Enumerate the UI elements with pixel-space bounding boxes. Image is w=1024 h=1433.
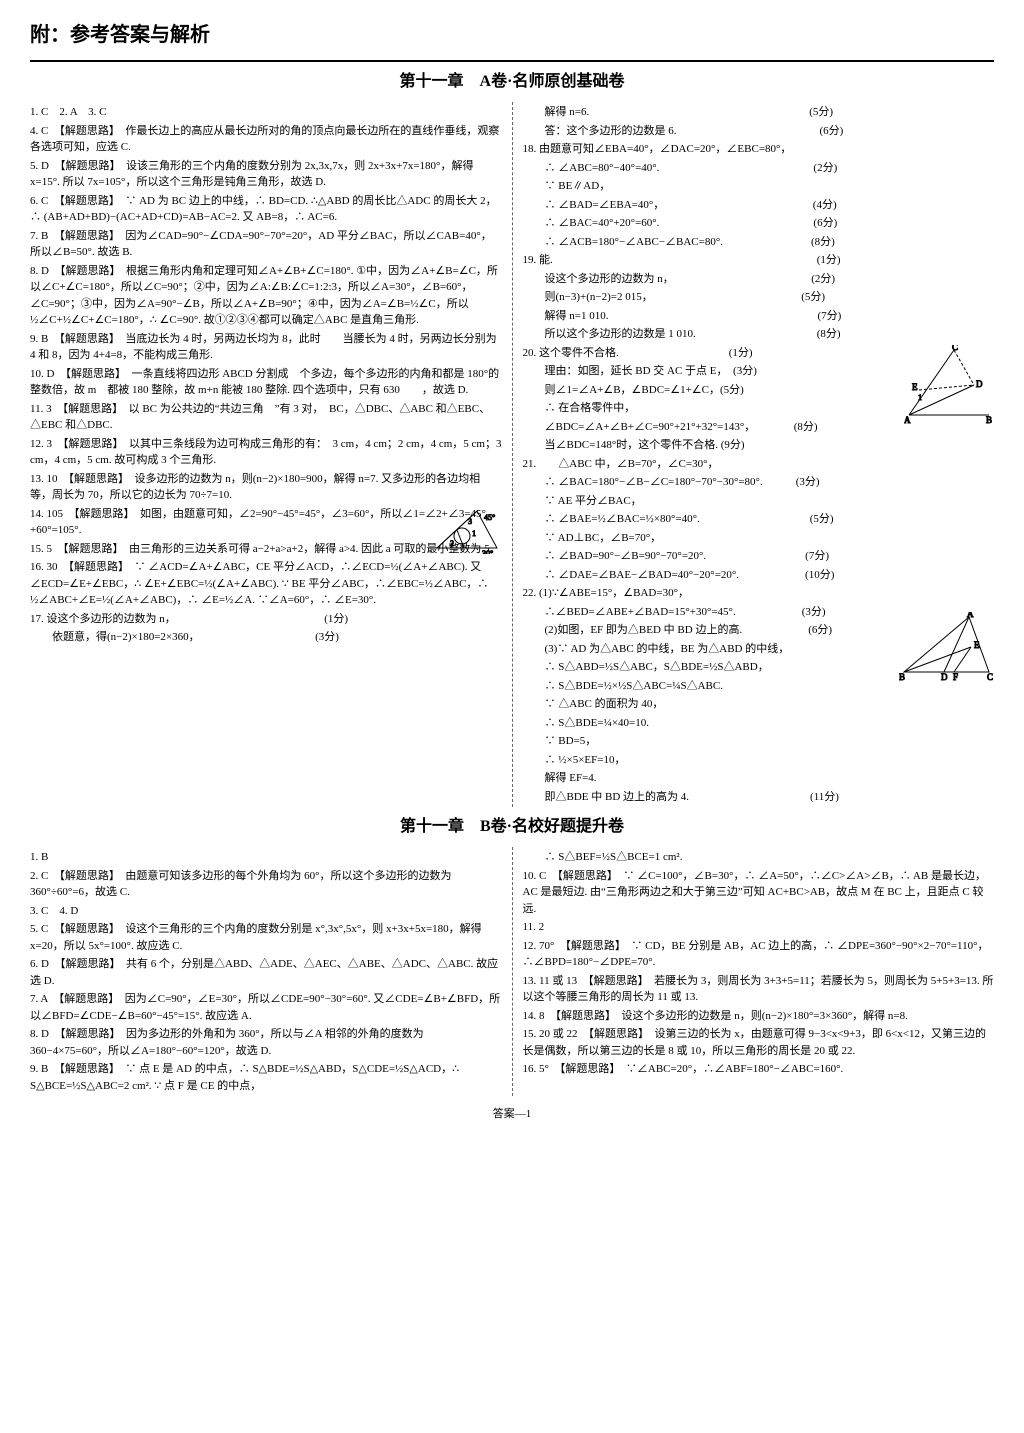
a-r-25: ∴ ∠DAE=∠BAE−∠BAD=40°−20°=20°. (10分) [523, 567, 995, 584]
b-r-1: 10. C 【解题思路】 ∵ ∠C=100°，∠B=30°，∴ ∠A=50°，∴… [523, 868, 995, 918]
a-r-18: 当∠BDC=148°时，这个零件不合格. (9分) [523, 437, 995, 454]
section-a-title: 第十一章 A卷·名师原创基础卷 [30, 70, 994, 94]
a-r-12: 所以这个多边形的边数是 1 010. (8分) [523, 326, 995, 343]
a-l-1: 4. C 【解题思路】 作最长边上的高应从最长边所对的角的顶点向最长边所在的直线… [30, 123, 502, 156]
svg-text:C: C [952, 345, 958, 352]
section-a-left-col: 1. C 2. A 3. C 4. C 【解题思路】 作最长边上的高应从最长边所… [30, 102, 513, 807]
a-r-10: 则(n−3)+(n−2)=2 015， (5分) [523, 289, 995, 306]
b-r-6: 15. 20 或 22 【解题思路】 设第三边的长为 x，由题意可得 9−3<x… [523, 1026, 995, 1059]
b-l-5: 7. A 【解题思路】 因为∠C=90°，∠E=30°，所以∠CDE=90°−3… [30, 991, 502, 1024]
a-r-14: 理由：如图，延长 BD 交 AC 于点 E， (3分) [523, 363, 995, 380]
a-r-37: 即△BDE 中 BD 边上的高为 4. (11分) [523, 789, 995, 806]
a-l-9: 12. 3 【解题思路】 以其中三条线段为边可构成三角形的有： 3 cm，4 c… [30, 436, 502, 469]
a-r-23: ∵ AD⊥BC，∠B=70°， [523, 530, 995, 547]
section-b-cols: 1. B 2. C 【解题思路】 由题意可知该多边形的每个外角均为 60°，所以… [30, 847, 994, 1096]
svg-text:A: A [967, 612, 974, 619]
a-l-0: 1. C 2. A 3. C [30, 104, 502, 121]
a-r-3: ∴ ∠ABC=80°−40°=40°. (2分) [523, 160, 995, 177]
a-r-8: 19. 能. (1分) [523, 252, 995, 269]
b-l-0: 1. B [30, 849, 502, 866]
b-r-3: 12. 70° 【解题思路】 ∵ CD，BE 分别是 AB，AC 边上的高，∴ … [523, 938, 995, 971]
page-footer: 答案—1 [30, 1106, 994, 1123]
a-r-13-text: 20. 这个零件不合格. (1分) [523, 347, 753, 359]
a-l-3: 6. C 【解题思路】 ∵ AD 为 BC 边上的中线，∴ BD=CD. ∴△A… [30, 193, 502, 226]
section-a-cols: 1. C 2. A 3. C 4. C 【解题思路】 作最长边上的高应从最长边所… [30, 102, 994, 807]
a-r-11: 解得 n=1 010. (7分) [523, 308, 995, 325]
a-r-24: ∴ ∠BAD=90°−∠B=90°−70°=20°. (7分) [523, 548, 995, 565]
a-l-15: 依题意，得(n−2)×180=2×360， (3分) [30, 629, 502, 646]
a-r-9: 设这个多边形的边数为 n， (2分) [523, 271, 995, 288]
a-r-35: ∴ ½×5×EF=10， [523, 752, 995, 769]
a-r-31: ∴ S△BDE=½×½S△ABC=¼S△ABC. [523, 678, 995, 695]
a-r-7: ∴ ∠ACB=180°−∠ABC−∠BAC=80°. (8分) [523, 234, 995, 251]
main-title: 附：参考答案与解析 [30, 20, 994, 50]
b-r-5: 14. 8 【解题思路】 设这个多边形的边数是 n，则(n−2)×180°=3×… [523, 1008, 995, 1025]
b-l-6: 8. D 【解题思路】 因为多边形的外角和为 360°，所以与∠A 相邻的外角的… [30, 1026, 502, 1059]
a-r-13: 20. 这个零件不合格. (1分) C D E A B 1 [523, 345, 995, 362]
a-r-34: ∵ BD=5， [523, 733, 995, 750]
a-r-15: 则∠1=∠A+∠B，∠BDC=∠1+∠C，(5分) [523, 382, 995, 399]
b-l-2: 3. C 4. D [30, 903, 502, 920]
a-r-30: ∴ S△ABD=½S△ABC，S△BDE=½S△ABD， [523, 659, 995, 676]
a-l-14: 17. 设这个多边形的边数为 n， (1分) [30, 611, 502, 628]
a-r-4: ∵ BE∥AD， [523, 178, 995, 195]
section-a-right-col: 解得 n=6. (5分) 答：这个多边形的边数是 6. (6分) 18. 由题意… [523, 102, 995, 807]
b-l-1: 2. C 【解题思路】 由题意可知该多边形的每个外角均为 60°，所以这个多边形… [30, 868, 502, 901]
a-r-1: 答：这个多边形的边数是 6. (6分) [523, 123, 995, 140]
a-r-19: 21. △ABC 中，∠B=70°，∠C=30°， [523, 456, 995, 473]
a-r-6: ∴ ∠BAC=40°+20°=60°. (6分) [523, 215, 995, 232]
b-l-4: 6. D 【解题思路】 共有 6 个，分别是△ABD、△ADE、△AEC、△AB… [30, 956, 502, 989]
section-b-right-col: ∴ S△BEF=½S△BCE=1 cm². 10. C 【解题思路】 ∵ ∠C=… [523, 847, 995, 1096]
svg-text:1: 1 [472, 529, 476, 538]
b-r-0: ∴ S△BEF=½S△BCE=1 cm². [523, 849, 995, 866]
section-b-title: 第十一章 B卷·名校好题提升卷 [30, 815, 994, 839]
a-l-2: 5. D 【解题思路】 设该三角形的三个内角的度数分别为 2x,3x,7x，则 … [30, 158, 502, 191]
b-l-7: 9. B 【解题思路】 ∵ 点 E 是 AD 的中点，∴ S△BDE=½S△AB… [30, 1061, 502, 1094]
section-b-left-col: 1. B 2. C 【解题思路】 由题意可知该多边形的每个外角均为 60°，所以… [30, 847, 513, 1096]
a-r-16: ∴ 在合格零件中， [523, 400, 995, 417]
a-l-5: 8. D 【解题思路】 根据三角形内角和定理可知∠A+∠B+∠C=180°. ①… [30, 263, 502, 329]
svg-text:3: 3 [468, 517, 472, 526]
a-l-13: 16. 30 【解题思路】 ∵ ∠ACD=∠A+∠ABC，CE 平分∠ACD，∴… [30, 559, 502, 609]
a-r-32: ∵ △ABC 的面积为 40， [523, 696, 995, 713]
a-r-5: ∴ ∠BAD=∠EBA=40°， (4分) [523, 197, 995, 214]
b-r-4: 13. 11 或 13 【解题思路】 若腰长为 3，则周长为 3+3+5=11；… [523, 973, 995, 1006]
a-l-6: 9. B 【解题思路】 当底边长为 4 时，另两边长均为 8，此时 当腰长为 4… [30, 331, 502, 364]
a-r-33: ∴ S△BDE=¼×40=10. [523, 715, 995, 732]
svg-text:45°: 45° [484, 513, 495, 522]
a-l-11: 14. 105 【解题思路】 如图，由题意可知，∠2=90°−45°=45°，∠… [30, 506, 502, 539]
b-r-2: 11. 2 [523, 919, 995, 936]
a-r-28: (2)如图，EF 即为△BED 中 BD 边上的高. (6分) A E B D … [523, 622, 995, 639]
a-l-12: 15. 5 【解题思路】 由三角形的三边关系可得 a−2+a>a+2，解得 a>… [30, 541, 502, 558]
b-l-3: 5. C 【解题思路】 设这个三角形的三个内角的度数分别是 x°,3x°,5x°… [30, 921, 502, 954]
a-r-17: ∠BDC=∠A+∠B+∠C=90°+21°+32°=143°， (8分) [523, 419, 995, 436]
a-r-2: 18. 由题意可知∠EBA=40°，∠DAC=20°，∠EBC=80°， [523, 141, 995, 158]
a-r-21: ∵ AE 平分∠BAC， [523, 493, 995, 510]
a-l-4: 7. B 【解题思路】 因为∠CAD=90°−∠CDA=90°−70°=20°，… [30, 228, 502, 261]
a-l-11-text: 14. 105 【解题思路】 如图，由题意可知，∠2=90°−45°=45°，∠… [30, 508, 486, 537]
a-l-10: 13. 10 【解题思路】 设多边形的边数为 n，则(n−2)×180=900，… [30, 471, 502, 504]
a-l-7: 10. D 【解题思路】 一条直线将四边形 ABCD 分割成 个多边，每个多边形… [30, 366, 502, 399]
a-r-26: 22. (1)∵∠ABE=15°，∠BAD=30°， [523, 585, 995, 602]
a-r-36: 解得 EF=4. [523, 770, 995, 787]
b-r-7: 16. 5° 【解题思路】 ∵∠ABC=20°，∴∠ABF=180°−∠ABC=… [523, 1061, 995, 1078]
a-r-22: ∴ ∠BAE=½∠BAC=½×80°=40°. (5分) [523, 511, 995, 528]
a-r-0: 解得 n=6. (5分) [523, 104, 995, 121]
a-r-28-text: (2)如图，EF 即为△BED 中 BD 边上的高. (6分) [523, 624, 833, 636]
a-r-20: ∴ ∠BAC=180°−∠B−∠C=180°−70°−30°=80°. (3分) [523, 474, 995, 491]
a-r-29: (3)∵ AD 为△ABC 的中线，BE 为△ABD 的中线， [523, 641, 995, 658]
a-l-8: 11. 3 【解题思路】 以 BC 为公共边的“共边三角 ”有 3 对， BC，… [30, 401, 502, 434]
sep-top [30, 60, 994, 62]
